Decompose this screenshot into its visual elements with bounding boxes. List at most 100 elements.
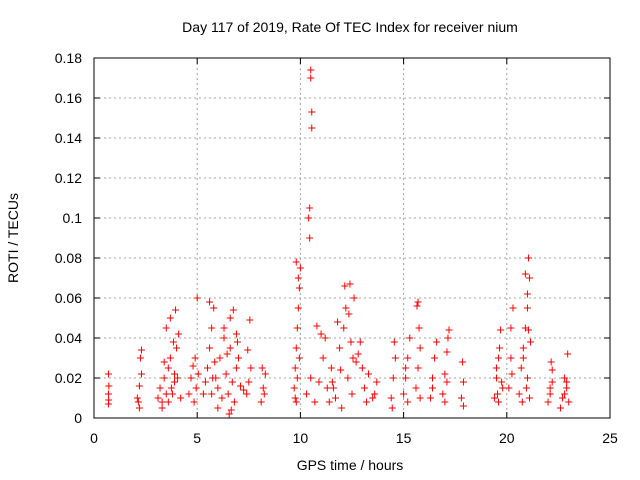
data-point bbox=[232, 364, 240, 372]
data-point bbox=[204, 364, 212, 372]
data-point bbox=[522, 384, 530, 392]
data-point bbox=[338, 404, 346, 412]
data-point bbox=[162, 390, 170, 398]
data-point bbox=[260, 390, 268, 398]
data-point bbox=[388, 404, 396, 412]
data-point bbox=[444, 334, 452, 342]
data-point bbox=[518, 398, 526, 406]
data-point bbox=[170, 370, 178, 378]
data-point bbox=[306, 204, 314, 212]
data-point bbox=[416, 344, 424, 352]
data-point bbox=[404, 354, 412, 362]
data-point bbox=[136, 354, 144, 362]
x-tick-label: 15 bbox=[396, 430, 412, 446]
data-point bbox=[160, 358, 168, 366]
data-point bbox=[166, 314, 174, 322]
data-point bbox=[428, 374, 436, 382]
data-point bbox=[174, 374, 182, 382]
data-point bbox=[350, 294, 358, 302]
data-point bbox=[223, 350, 231, 358]
data-point bbox=[415, 324, 423, 332]
data-point bbox=[331, 394, 339, 402]
data-point bbox=[154, 394, 162, 402]
data-point bbox=[206, 344, 214, 352]
data-point bbox=[258, 364, 266, 372]
data-point bbox=[192, 384, 200, 392]
data-point bbox=[237, 382, 245, 390]
data-point bbox=[526, 274, 534, 282]
data-point bbox=[336, 344, 344, 352]
data-point bbox=[257, 398, 265, 406]
data-point bbox=[321, 334, 329, 342]
data-point bbox=[137, 370, 145, 378]
data-point bbox=[445, 326, 453, 334]
data-point bbox=[548, 366, 556, 374]
data-point bbox=[337, 366, 345, 374]
data-point bbox=[523, 374, 531, 382]
data-point bbox=[443, 378, 451, 386]
data-point bbox=[177, 394, 185, 402]
data-point bbox=[349, 354, 357, 362]
data-point bbox=[563, 384, 571, 392]
data-point bbox=[311, 398, 319, 406]
data-point bbox=[164, 364, 172, 372]
data-point bbox=[341, 282, 349, 290]
data-point bbox=[247, 364, 255, 372]
data-point bbox=[319, 354, 327, 362]
data-point bbox=[354, 350, 362, 358]
data-point bbox=[492, 364, 500, 372]
x-tick-label: 10 bbox=[293, 430, 309, 446]
y-tick-label: 0.04 bbox=[55, 330, 82, 346]
data-point bbox=[352, 358, 360, 366]
data-point bbox=[544, 398, 552, 406]
data-point bbox=[315, 378, 323, 386]
data-point bbox=[329, 384, 337, 392]
data-point bbox=[458, 358, 466, 366]
data-point bbox=[104, 390, 112, 398]
data-point bbox=[561, 390, 569, 398]
data-point bbox=[227, 406, 235, 414]
data-point bbox=[208, 324, 216, 332]
data-point bbox=[296, 264, 304, 272]
data-point bbox=[193, 294, 201, 302]
data-point bbox=[233, 338, 241, 346]
data-point bbox=[527, 338, 535, 346]
data-point bbox=[137, 346, 145, 354]
data-point bbox=[416, 394, 424, 402]
data-point bbox=[292, 258, 300, 266]
x-tick-label: 20 bbox=[499, 430, 515, 446]
data-point bbox=[346, 280, 354, 288]
data-point bbox=[246, 316, 254, 324]
data-point bbox=[547, 358, 555, 366]
data-point bbox=[362, 398, 370, 406]
data-point bbox=[228, 378, 236, 386]
data-point bbox=[226, 344, 234, 352]
data-point bbox=[519, 344, 527, 352]
data-point bbox=[308, 124, 316, 132]
data-point bbox=[225, 410, 233, 418]
y-tick-label: 0.02 bbox=[55, 370, 82, 386]
data-point bbox=[389, 374, 397, 382]
data-point bbox=[490, 394, 498, 402]
data-point bbox=[156, 384, 164, 392]
data-point bbox=[209, 374, 217, 382]
data-point bbox=[556, 404, 564, 412]
data-point bbox=[308, 108, 316, 116]
data-point bbox=[334, 318, 342, 326]
data-point bbox=[191, 354, 199, 362]
data-point bbox=[214, 384, 222, 392]
data-point bbox=[524, 254, 532, 262]
axis-ticks bbox=[93, 57, 611, 419]
data-point bbox=[564, 350, 572, 358]
y-axis-label: ROTI / TECUs bbox=[5, 193, 21, 283]
data-point bbox=[133, 394, 141, 402]
data-point bbox=[104, 370, 112, 378]
data-point bbox=[230, 398, 238, 406]
data-point bbox=[190, 398, 198, 406]
data-point bbox=[292, 398, 300, 406]
data-point bbox=[292, 344, 300, 352]
data-point bbox=[327, 364, 335, 372]
data-point bbox=[173, 344, 181, 352]
data-point bbox=[317, 330, 325, 338]
data-point bbox=[412, 384, 420, 392]
